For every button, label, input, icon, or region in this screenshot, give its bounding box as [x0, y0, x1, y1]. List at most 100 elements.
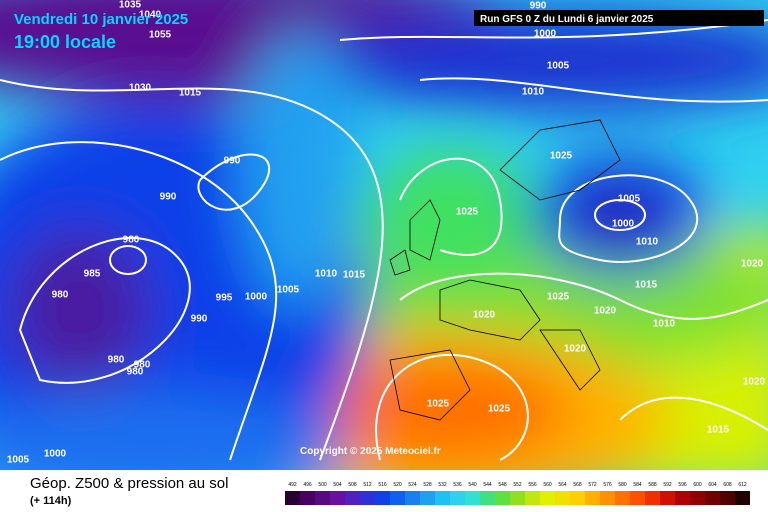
colorbar-cell — [450, 491, 465, 505]
colorbar-label: 520 — [393, 482, 402, 488]
colorbar-cell — [345, 491, 360, 505]
isobar-label: 1000 — [44, 449, 67, 460]
isobar-label: 980 — [134, 360, 151, 371]
colorbar-label: 532 — [438, 482, 447, 488]
isobar-label: 1025 — [456, 207, 479, 218]
copyright: Copyright © 2025 Meteociel.fr — [300, 446, 441, 457]
isobar-label: 1020 — [564, 344, 587, 355]
coastlines — [389, 119, 621, 421]
colorbar-label: 492 — [288, 482, 297, 488]
colorbar-cell — [300, 491, 315, 505]
colorbar-label: 576 — [603, 482, 612, 488]
colorbar-cell — [435, 491, 450, 505]
colorbar-cell — [555, 491, 570, 505]
isobar-label: 1025 — [488, 404, 511, 415]
isobar-label: 1030 — [129, 83, 152, 94]
colorbar-label: 608 — [723, 482, 732, 488]
colorbar-label: 508 — [348, 482, 357, 488]
isobar-label: 1020 — [594, 306, 617, 317]
colorbar-label: 552 — [513, 482, 522, 488]
colorbar-cell — [705, 491, 720, 505]
colorbar-cell — [360, 491, 375, 505]
colorbar-cell — [375, 491, 390, 505]
isobar-label: 1005 — [618, 194, 641, 205]
colorbar-cell — [420, 491, 435, 505]
isobar-label: 1015 — [707, 425, 730, 436]
colorbar: 492 496 500 504 508 512 516 520 524 528 532 536 540 5… — [285, 482, 750, 505]
colorbar-label: 548 — [498, 482, 507, 488]
isobar-label: 1020 — [743, 377, 766, 388]
footer-title: Géop. Z500 & pression au sol — [30, 475, 228, 492]
isobar-label: 1005 — [7, 455, 30, 466]
colorbar-label: 596 — [678, 482, 687, 488]
colorbar-cell — [600, 491, 615, 505]
colorbar-cell — [615, 491, 630, 505]
isobar-label: 1020 — [473, 310, 496, 321]
isobar-label: 980 — [52, 290, 69, 301]
run-box — [474, 10, 764, 26]
colorbar-label: 500 — [318, 482, 327, 488]
colorbar-cell — [285, 491, 300, 505]
colorbar-label: 528 — [423, 482, 432, 488]
run-info: Run GFS 0 Z du Lundi 6 janvier 2025 — [480, 14, 654, 25]
isobar-label: 995 — [216, 293, 233, 304]
lead-time: (+ 114h) — [30, 495, 72, 507]
colorbar-cell — [390, 491, 405, 505]
isobar-label: 1015 — [343, 270, 366, 281]
isobar-label: 1025 — [427, 399, 450, 410]
valid-date: Vendredi 10 janvier 2025 — [14, 11, 188, 28]
colorbar-label: 536 — [453, 482, 462, 488]
colorbar-cell — [720, 491, 735, 505]
colorbar-cell — [495, 491, 510, 505]
colorbar-cell — [735, 491, 750, 505]
isobar-label: 1015 — [179, 88, 202, 99]
colorbar-label: 560 — [543, 482, 552, 488]
colorbar-label: 564 — [558, 482, 567, 488]
colorbar-label: 584 — [633, 482, 642, 488]
colorbar-cell — [330, 491, 345, 505]
isobar-label: 990 — [530, 1, 547, 12]
colorbar-label: 524 — [408, 482, 417, 488]
colorbar-label: 612 — [738, 482, 747, 488]
colorbar-cell — [510, 491, 525, 505]
colorbar-cell — [480, 491, 495, 505]
isobar-label: 980 — [108, 355, 125, 366]
isobar-label: 985 — [84, 269, 101, 280]
colorbar-label: 496 — [303, 482, 312, 488]
colorbar-cell — [690, 491, 705, 505]
colorbar-label: 580 — [618, 482, 627, 488]
isobar-label: 1020 — [741, 259, 764, 270]
colorbar-cell — [675, 491, 690, 505]
colorbar-label: 512 — [363, 482, 372, 488]
colorbar-label: 540 — [468, 482, 477, 488]
colorbar-label: 544 — [483, 482, 492, 488]
colorbar-label: 588 — [648, 482, 657, 488]
colorbar-label: 504 — [333, 482, 342, 488]
colorbar-cell — [465, 491, 480, 505]
isobar-label: 1005 — [547, 61, 570, 72]
colorbar-label: 516 — [378, 482, 387, 488]
local-time: 19:00 locale — [14, 32, 116, 52]
isobar-label: 1035 — [119, 0, 142, 11]
colorbar-cell — [525, 491, 540, 505]
colorbar-label: 568 — [573, 482, 582, 488]
isobar-label: 1000 — [534, 29, 557, 40]
colorbar-cell — [405, 491, 420, 505]
isobar-label: 990 — [191, 314, 208, 325]
colorbar-label: 556 — [528, 482, 537, 488]
colorbar-cell — [645, 491, 660, 505]
isobar-label: 1025 — [547, 292, 570, 303]
colorbar-cell — [630, 491, 645, 505]
isobar-label: 1000 — [245, 292, 268, 303]
colorbar-cell — [315, 491, 330, 505]
isobar-label: 1010 — [522, 87, 545, 98]
colorbar-label: 572 — [588, 482, 597, 488]
isobar-label: 1010 — [636, 237, 659, 248]
isobar-label: 1005 — [277, 285, 300, 296]
isobar-label: 990 — [160, 192, 177, 203]
isobar-label: 980 — [127, 367, 144, 378]
isobar-label: 1040 — [139, 10, 162, 21]
